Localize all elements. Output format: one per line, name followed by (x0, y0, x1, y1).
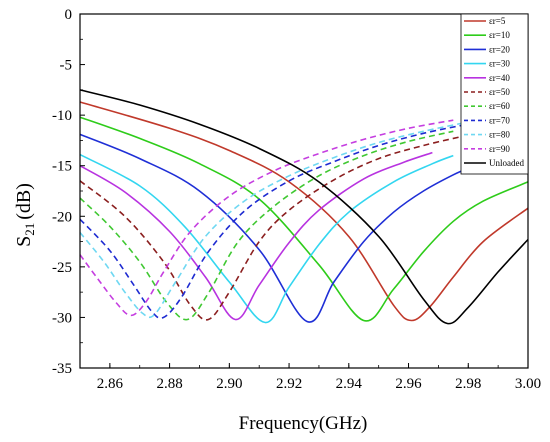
x-tick-label: 3.00 (515, 376, 541, 392)
x-axis-label: Frequency(GHz) (239, 413, 368, 434)
legend-label: εr=70 (489, 115, 510, 125)
legend-label: εr=5 (489, 16, 506, 26)
legend-label: εr=60 (489, 101, 510, 111)
series-line-0 (79, 101, 529, 322)
series-line-4 (79, 151, 433, 321)
legend-label: εr=30 (489, 59, 510, 69)
series-line-6 (79, 130, 454, 321)
legend-label: εr=50 (489, 87, 510, 97)
series-line-2 (79, 133, 475, 323)
y-axis-ticks: 0 -5 -10 -15 -20 -25 -30 -35 (52, 7, 85, 377)
y-tick-label: -30 (52, 310, 72, 326)
plot-lines (79, 89, 529, 325)
series-line-5 (79, 135, 463, 321)
series-line-8 (79, 122, 463, 319)
y-axis-label-unit: (dB) (13, 183, 35, 220)
x-tick-label: 2.86 (97, 376, 124, 392)
y-axis-label-sub: 21 (22, 223, 37, 236)
x-tick-label: 2.98 (455, 376, 481, 392)
series-line-10 (79, 89, 529, 325)
series-line-7 (79, 124, 463, 320)
series-line-3 (79, 153, 454, 324)
series-line-1 (79, 116, 529, 322)
y-tick-label: 0 (65, 7, 73, 23)
x-tick-label: 2.92 (276, 376, 302, 392)
series-line-9 (79, 119, 454, 317)
y-tick-label: -20 (52, 209, 72, 225)
y-tick-label: -15 (52, 159, 72, 175)
y-tick-label: -5 (60, 58, 73, 74)
x-tick-label: 2.96 (395, 376, 422, 392)
y-tick-label: -10 (52, 108, 72, 124)
legend-label: εr=80 (489, 130, 510, 140)
legend: εr=5 εr=10 εr=20 εr=30 εr=40 εr=50 εr=60 εr=70 ε… (460, 13, 529, 175)
legend-label: εr=10 (489, 30, 510, 40)
x-tick-label: 2.94 (336, 376, 363, 392)
y-axis-label-main: S (13, 236, 35, 247)
legend-box (460, 13, 529, 175)
legend-label: εr=90 (489, 144, 510, 154)
legend-label: εr=20 (489, 44, 510, 54)
y-tick-label: -25 (52, 260, 72, 276)
legend-label: εr=40 (489, 73, 510, 83)
y-tick-label: -35 (52, 361, 72, 377)
x-tick-label: 2.88 (156, 376, 182, 392)
x-axis-ticks: 2.86 2.88 2.90 2.92 2.94 2.96 2.98 3.00 (79, 363, 541, 392)
y-axis-label: S21 (dB) (13, 183, 37, 247)
x-tick-label: 2.90 (216, 376, 242, 392)
legend-label: Unloaded (489, 158, 524, 168)
